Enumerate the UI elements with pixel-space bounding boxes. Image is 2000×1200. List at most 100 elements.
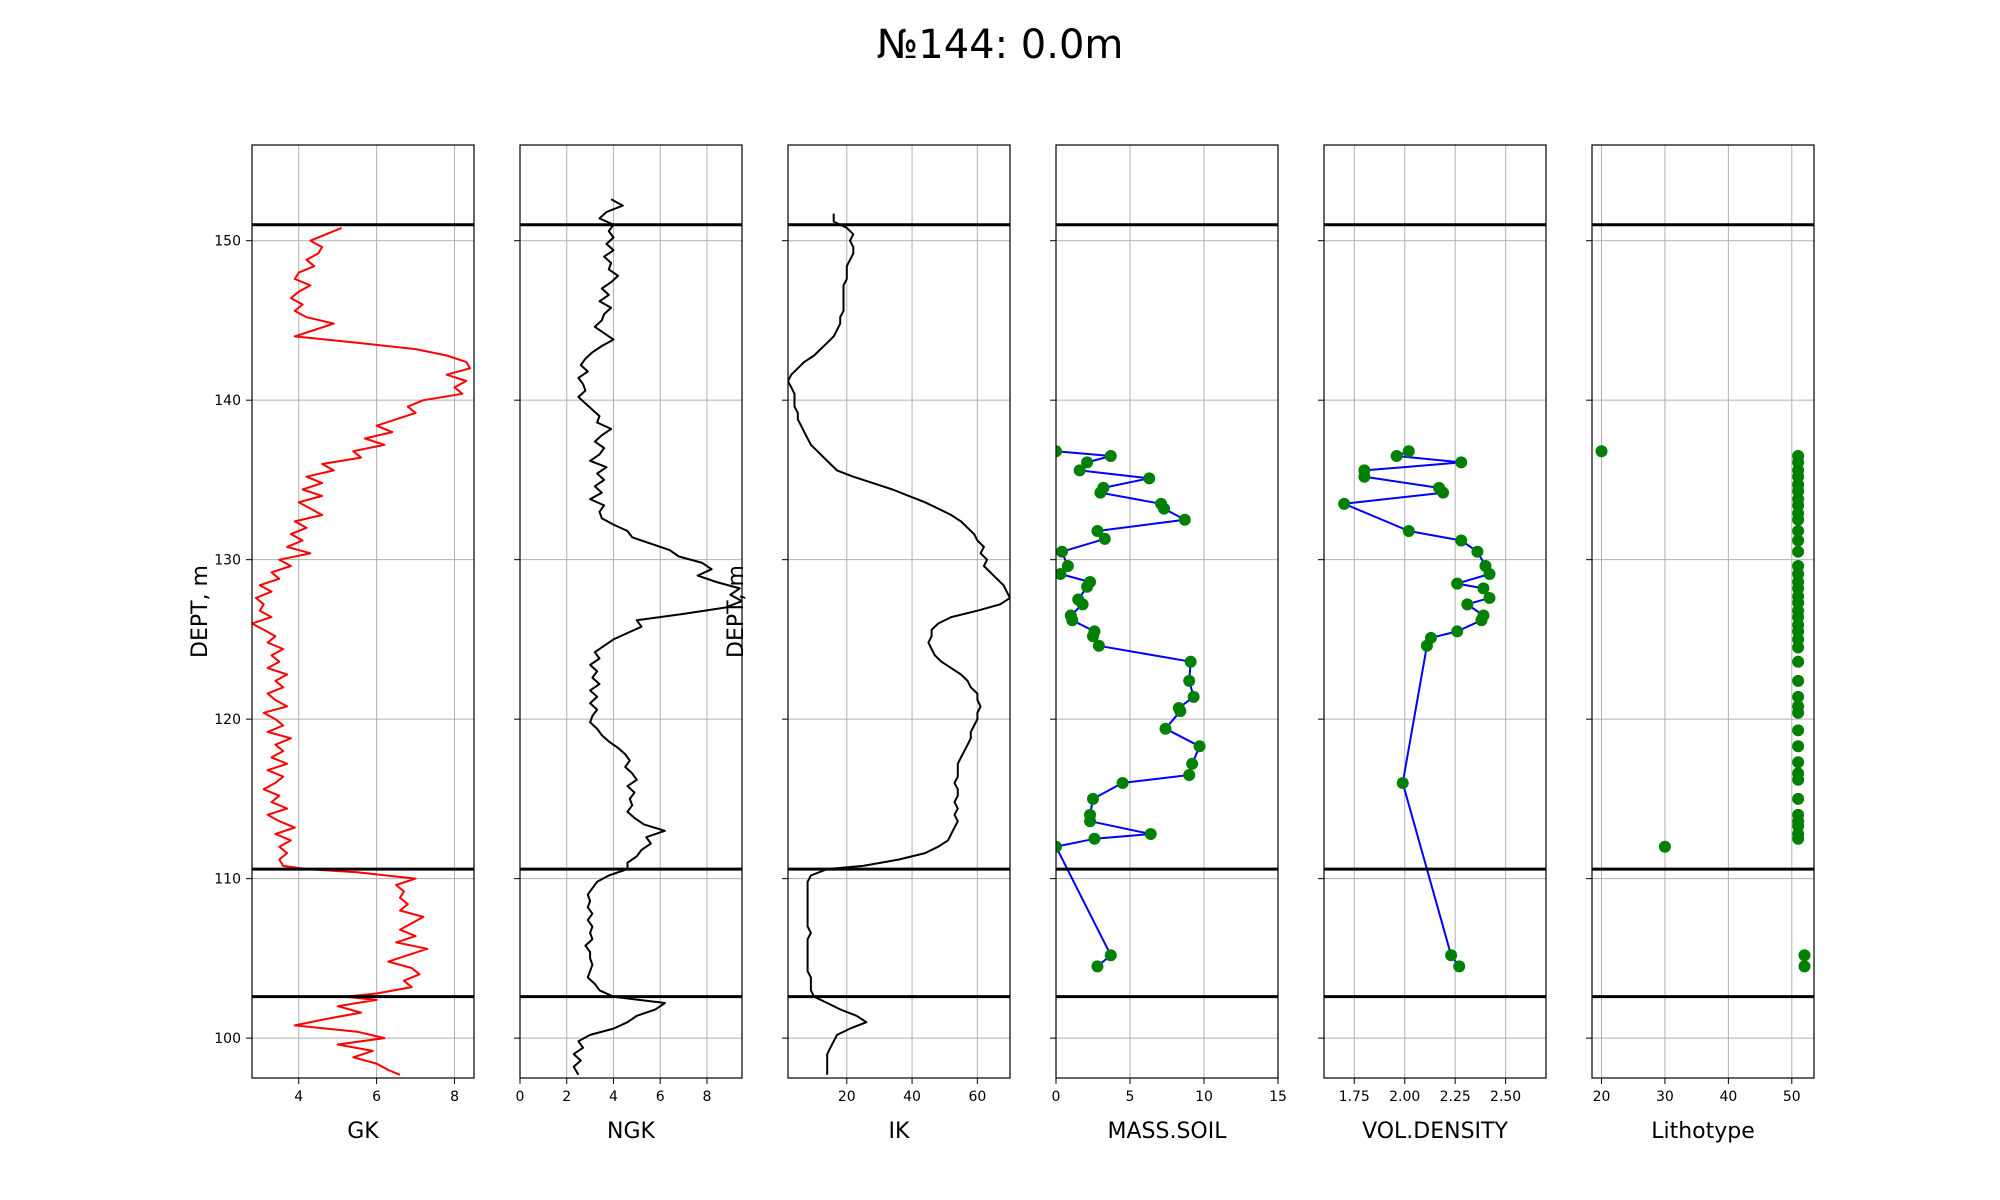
panel-frame <box>1323 144 1547 1079</box>
panel-ik: 20 40 60 IK DEPT, m <box>724 144 1011 1144</box>
data-point <box>1056 840 1062 853</box>
data-point <box>1116 776 1129 789</box>
x-axis-label: MASS.SOIL <box>1108 1119 1228 1144</box>
data-point <box>1437 486 1450 499</box>
data-point <box>1798 960 1811 973</box>
panel-mass_soil: 0 5 10 15 MASS.SOIL <box>1050 144 1287 1144</box>
series-line-ngk <box>572 198 742 1076</box>
data-point <box>1358 470 1371 483</box>
x-tick-label: 15 <box>1269 1089 1287 1105</box>
data-point <box>1792 524 1805 537</box>
x-axis-label: Lithotype <box>1651 1119 1755 1144</box>
data-point <box>1338 497 1351 510</box>
data-point <box>1178 513 1191 526</box>
panel-frame <box>787 144 1011 1079</box>
data-point <box>1792 513 1805 526</box>
x-tick-label: 6 <box>656 1089 665 1105</box>
data-point <box>1792 832 1805 845</box>
data-point <box>1088 832 1101 845</box>
panel-frame <box>1055 144 1279 1079</box>
x-tick-label: 10 <box>1195 1089 1213 1105</box>
y-tick-label: 150 <box>214 234 241 250</box>
x-tick-label: 60 <box>968 1089 986 1105</box>
data-point <box>1158 502 1171 515</box>
x-tick-label: 40 <box>1719 1089 1737 1105</box>
data-point <box>1792 655 1805 668</box>
data-point <box>1420 639 1433 652</box>
data-point <box>1081 580 1094 593</box>
data-point <box>1396 776 1409 789</box>
series-ngk <box>572 198 742 1076</box>
data-point <box>1792 690 1805 703</box>
x-tick-label: 2.00 <box>1389 1089 1420 1105</box>
data-point <box>1451 625 1464 638</box>
series-line-gk <box>252 226 472 1076</box>
panel-lithotype: 20 30 40 50 Lithotype <box>1586 144 1815 1144</box>
data-point <box>1455 534 1468 547</box>
x-axis-label: VOL.DENSITY <box>1362 1119 1508 1144</box>
data-point <box>1087 630 1099 643</box>
data-point <box>1174 705 1187 718</box>
data-point <box>1445 949 1458 962</box>
y-axis-label: DEPT, m <box>188 565 213 658</box>
data-point <box>1483 591 1496 604</box>
data-point <box>1076 598 1089 611</box>
y-tick-label: 100 <box>214 1031 241 1047</box>
panel-frame <box>251 144 475 1079</box>
data-point <box>1144 827 1157 840</box>
data-point <box>1098 532 1111 545</box>
x-tick-label: 5 <box>1126 1089 1135 1105</box>
series-lithotype <box>1595 445 1811 973</box>
x-tick-label: 8 <box>450 1089 459 1105</box>
data-point <box>1792 545 1805 558</box>
x-tick-label: 2.50 <box>1490 1089 1521 1105</box>
data-point <box>1183 674 1196 687</box>
data-point <box>1483 568 1496 581</box>
x-tick-label: 1.75 <box>1339 1089 1370 1105</box>
x-tick-label: 40 <box>903 1089 921 1105</box>
data-point <box>1104 949 1117 962</box>
y-tick-label: 140 <box>214 393 241 409</box>
data-point <box>1402 445 1415 458</box>
data-point <box>1798 949 1811 962</box>
data-point <box>1477 582 1490 595</box>
data-point <box>1091 524 1104 537</box>
series-mass_soil <box>1056 445 1206 973</box>
data-point <box>1056 545 1068 558</box>
data-point <box>1402 524 1415 537</box>
y-tick-label: 120 <box>214 712 241 728</box>
data-point <box>1792 740 1805 753</box>
data-point <box>1461 598 1474 611</box>
data-point <box>1061 560 1074 573</box>
data-point <box>1792 674 1805 687</box>
data-point <box>1143 472 1156 485</box>
data-point <box>1073 464 1086 477</box>
data-point <box>1186 757 1199 770</box>
data-point <box>1455 456 1468 469</box>
x-tick-label: 2.25 <box>1440 1089 1471 1105</box>
chart-title: №144: 0.0m <box>877 22 1124 68</box>
x-tick-label: 8 <box>702 1089 711 1105</box>
x-tick-label: 30 <box>1656 1089 1674 1105</box>
data-point <box>1453 960 1466 973</box>
x-tick-label: 20 <box>838 1089 856 1105</box>
data-point <box>1792 756 1805 769</box>
data-point <box>1104 450 1117 462</box>
y-tick-label: 110 <box>214 872 241 888</box>
data-point <box>1595 445 1608 458</box>
data-point <box>1056 568 1067 581</box>
panel-frame <box>519 144 743 1079</box>
x-axis-label: GK <box>347 1119 379 1144</box>
data-point <box>1792 706 1805 719</box>
x-tick-label: 0 <box>516 1089 525 1105</box>
data-point <box>1081 456 1094 469</box>
x-tick-label: 4 <box>294 1089 303 1105</box>
panel-frame <box>1591 144 1815 1079</box>
panel-gk: 100 110 120 130 140 150 4 6 8 GK DEPT, m <box>188 144 475 1144</box>
x-tick-label: 4 <box>609 1089 618 1105</box>
data-point <box>1792 792 1805 805</box>
data-point <box>1094 486 1107 499</box>
data-point <box>1658 840 1671 853</box>
x-tick-label: 50 <box>1783 1089 1801 1105</box>
